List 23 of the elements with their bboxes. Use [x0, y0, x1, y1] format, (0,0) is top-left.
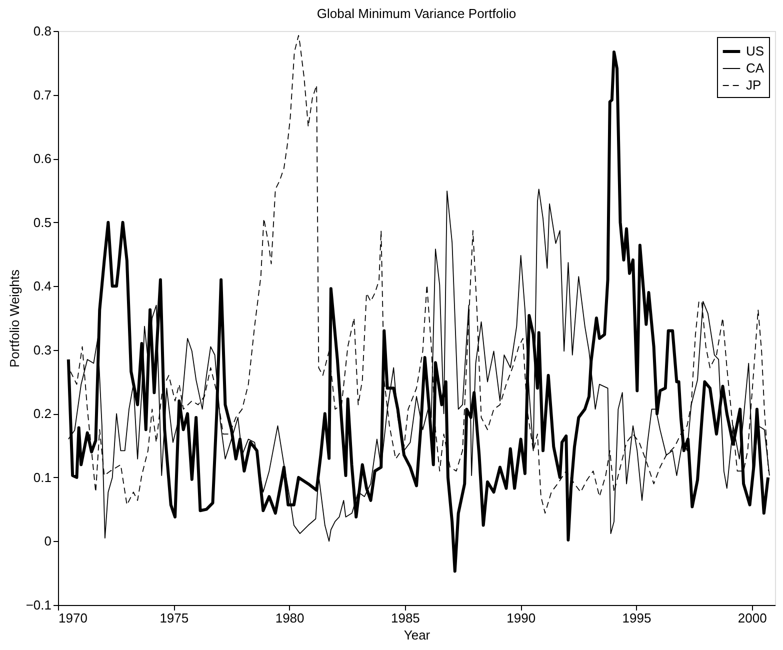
y-axis-title: Portfolio Weights	[6, 268, 22, 368]
y-tick-label: 0.3	[33, 342, 52, 358]
y-tick-label: 0	[44, 534, 52, 549]
x-tick-label: 1970	[58, 610, 88, 626]
x-tick-label: 1980	[275, 610, 304, 626]
chart-title: Global Minimum Variance Portfolio	[316, 6, 516, 21]
y-tick-label: 0.8	[33, 24, 52, 38]
legend-label: JP	[746, 78, 762, 92]
x-tick-label: 1975	[160, 610, 189, 626]
x-tick-label: 1990	[506, 610, 536, 626]
x-tick-label: 1995	[622, 610, 652, 626]
x-tick-label: 1985	[390, 610, 420, 626]
legend-label: US	[746, 44, 764, 58]
y-tick-label: 0.6	[33, 151, 52, 166]
y-tick-label: 0.2	[33, 406, 52, 422]
y-tick-label: −0.1	[26, 598, 52, 612]
y-tick-label: 0.1	[33, 470, 52, 485]
y-tick-label: 0.4	[33, 278, 52, 294]
y-tick-label: 0.7	[33, 87, 52, 102]
x-tick-label: 2000	[738, 610, 767, 626]
y-tick-label: 0.5	[33, 214, 52, 230]
legend-label: CA	[746, 60, 764, 76]
x-axis-title: Year	[404, 628, 431, 642]
